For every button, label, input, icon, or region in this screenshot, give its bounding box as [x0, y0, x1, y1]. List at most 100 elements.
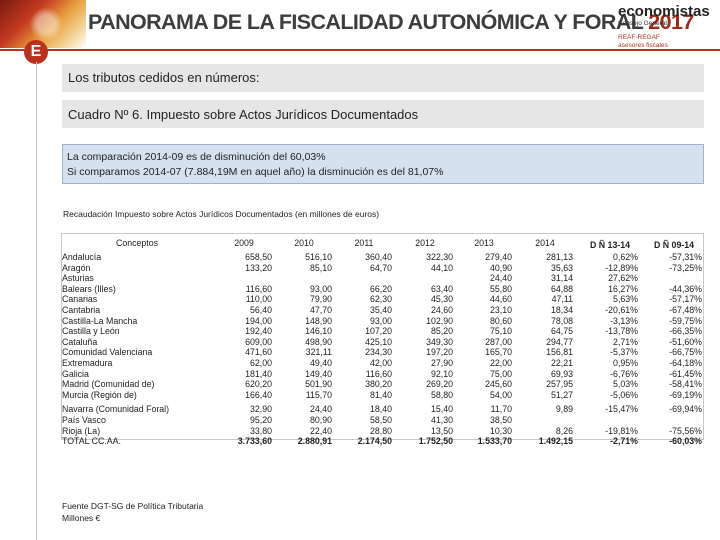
- table-cell: 47,70: [309, 305, 332, 315]
- row-label: Asturias: [62, 273, 94, 284]
- table-cell: -3,13%: [610, 315, 638, 326]
- table-cell: 22,00: [489, 358, 512, 368]
- footer-source: Fuente DGT-SG de Política Tributaria: [62, 501, 204, 511]
- table-cell: 116,60: [245, 283, 272, 294]
- table-cell: 0,62%: [613, 252, 638, 262]
- header-banner: PANORAMA DE LA FISCALIDAD AUTONÓMICA Y F…: [0, 0, 720, 50]
- table-row: Extremadura 62,00 49,40 42,00 27,90 22,00 22,2…: [62, 358, 707, 369]
- table-cell: 425,10: [365, 336, 392, 347]
- row-label: Galicia: [62, 368, 89, 379]
- table-cell: -2,71%: [610, 436, 638, 447]
- table-cell: -61,45%: [669, 368, 702, 379]
- table-cell: -73,25%: [669, 262, 702, 273]
- table-cell: 22,40: [309, 425, 332, 436]
- table-cell: 40,90: [489, 262, 512, 273]
- table-title: Cuadro Nº 6. Impuesto sobre Actos Jurídi…: [62, 100, 704, 128]
- row-label: Castilla y León: [62, 326, 120, 337]
- table-cell: 13,50: [430, 425, 453, 436]
- table-row: Rioja (La) 33,80 22,40 28,80 13,50 10,30 8,26 -…: [62, 426, 707, 437]
- table-cell: 38,50: [489, 415, 512, 425]
- table-cell: 93,00: [369, 315, 392, 326]
- table-cell: 0,95%: [613, 358, 638, 368]
- table-row: Andalucía 658,50 516,10 360,40 322,30 279,40 2…: [62, 252, 707, 263]
- table-cell: 80,60: [489, 315, 512, 326]
- table-cell: -20,61%: [605, 305, 638, 315]
- row-label: Cataluña: [62, 336, 98, 347]
- table-cell: 5,03%: [613, 379, 638, 390]
- table-cell: -58,41%: [669, 379, 702, 390]
- table-cell: -75,56%: [669, 425, 702, 436]
- column-header: 2013: [474, 238, 494, 248]
- table-cell: 360,40: [365, 252, 392, 262]
- table-frame: [61, 233, 704, 440]
- table-cell: 110,00: [245, 294, 272, 305]
- table-cell: -12,89%: [605, 262, 638, 273]
- table-cell: 2.880,91: [297, 436, 332, 447]
- summary-box: La comparación 2014-09 es de disminución…: [62, 144, 704, 184]
- table-row: Castilla y León 192,40 146,10 107,20 85,20 75…: [62, 326, 707, 337]
- table-row: Murcia (Región de) 166,40 115,70 81,40 58,80…: [62, 390, 707, 401]
- summary-line-1: La comparación 2014-09 es de disminución…: [67, 151, 326, 163]
- table-cell: 148,90: [305, 315, 332, 326]
- table-footer: Fuente DGT-SG de Política Tributaria Mil…: [62, 500, 203, 524]
- brand-logo: economistas Consejo General REAF-REGAF as…: [618, 4, 718, 50]
- table-cell: 133,20: [245, 262, 272, 273]
- table-cell: 64,75: [550, 326, 573, 337]
- row-label: Balears (Illes): [62, 283, 116, 294]
- table-cell: 56,40: [249, 305, 272, 315]
- row-label: Navarra (Comunidad Foral): [62, 404, 170, 415]
- table-cell: 35,40: [369, 305, 392, 315]
- table-cell: -6,76%: [610, 368, 638, 379]
- table-cell: 78,08: [550, 315, 573, 326]
- table-cell: 41,30: [430, 415, 453, 425]
- table-cell: -66,35%: [669, 326, 702, 337]
- table-cell: 55,80: [489, 283, 512, 294]
- table-cell: -57,31%: [669, 252, 702, 262]
- table-cell: 49,40: [309, 358, 332, 368]
- table-cell: 27,90: [430, 358, 453, 368]
- brand-subtitle: Consejo General: [618, 20, 667, 27]
- table-cell: 79,90: [309, 294, 332, 305]
- row-label: País Vasco: [62, 415, 106, 425]
- table-cell: 197,20: [426, 347, 453, 358]
- table-cell: 24,60: [430, 305, 453, 315]
- table-cell: -67,48%: [669, 305, 702, 315]
- column-header-conceptos: Conceptos: [115, 238, 159, 248]
- row-label: Murcia (Región de): [62, 389, 137, 400]
- table-cell: 321,11: [305, 347, 332, 358]
- table-cell: 27,62%: [608, 273, 638, 284]
- row-label: Canarias: [62, 294, 98, 305]
- table-cell: 42,00: [369, 358, 392, 368]
- table-cell: 22,21: [550, 358, 573, 368]
- row-label: Aragón: [62, 262, 91, 273]
- table-cell: 33,80: [249, 425, 272, 436]
- summary-line-2: Si comparamos 2014-07 (7.884,19M en aque…: [67, 166, 444, 178]
- table-cell: 69,93: [550, 368, 573, 379]
- row-label: Comunidad Valenciana: [62, 347, 153, 358]
- table-row: Comunidad Valenciana 471,60 321,11 234,30 19…: [62, 347, 707, 358]
- table-cell: 2,71%: [613, 336, 638, 347]
- row-label: Madrid (Comunidad de): [62, 379, 155, 390]
- table-cell: 32,90: [249, 404, 272, 415]
- column-header: D Ñ 13-14: [589, 240, 631, 250]
- table-cell: 257,95: [546, 379, 573, 390]
- table-row: Aragón 133,20 85,10 64,70 44,10 40,90 35,63 -12…: [62, 263, 707, 274]
- table-cell: 62,30: [369, 294, 392, 305]
- table-cell: 64,70: [369, 262, 392, 273]
- table-cell: 269,20: [426, 379, 453, 390]
- table-cell: 102,90: [426, 315, 453, 326]
- table-cell: -66,75%: [669, 347, 702, 358]
- table-cell: 58,80: [430, 389, 453, 400]
- footer-units: Millones €: [62, 513, 101, 523]
- table-cell: 15,40: [430, 404, 453, 415]
- table-row: Cataluña 609,00 498,90 425,10 349,30 287,00 29…: [62, 337, 707, 348]
- table-cell: 66,20: [369, 283, 392, 294]
- economistas-logo-icon: E: [24, 40, 48, 64]
- table-cell: 81,40: [369, 389, 392, 400]
- table-cell: 45,30: [430, 294, 453, 305]
- table-cell: 287,00: [485, 336, 512, 347]
- column-header: D Ñ 09-14: [653, 240, 695, 250]
- header-divider: [0, 49, 720, 51]
- table-cell: 471,60: [245, 347, 272, 358]
- table-cell: 192,40: [245, 326, 272, 337]
